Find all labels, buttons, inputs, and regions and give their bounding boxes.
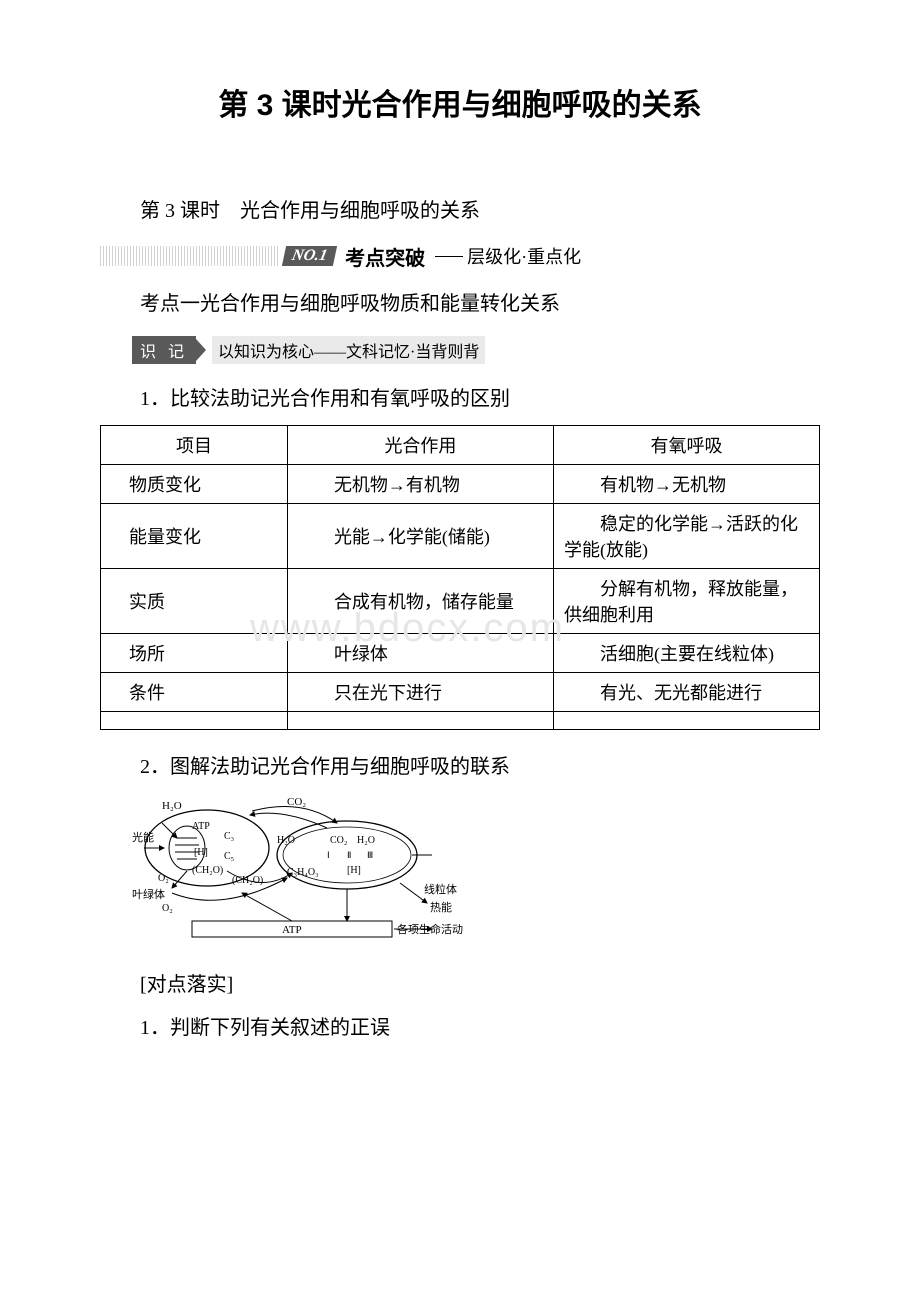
diagram-c5: C₅: [224, 851, 234, 862]
section-heading-1: 考点一光合作用与细胞呼吸物质和能量转化关系: [100, 287, 820, 316]
diagram-light: 光能: [132, 830, 154, 844]
table-row: 能量变化 光能→化学能(储能) 稳定的化学能→活跃的化学能(放能): [101, 504, 820, 569]
table-cell: 合成有机物，储存能量: [287, 569, 553, 634]
banner-tail-label: 层级化·重点化: [467, 243, 581, 269]
table-row: 场所 叶绿体 活细胞(主要在线粒体): [101, 634, 820, 673]
diagram-h: [H]: [194, 847, 208, 858]
diagram-h2: [H]: [347, 865, 361, 876]
diagram-h2o-right: H₂O: [357, 835, 375, 846]
table-cell: 无机物→有机物: [287, 465, 553, 504]
table-cell: 场所: [101, 634, 288, 673]
diagram-ch2o: (CH₂O): [192, 865, 223, 876]
subtitle: 第 3 课时 光合作用与细胞呼吸的关系: [100, 194, 820, 223]
diagram-co2-top: CO₂: [287, 796, 306, 808]
table-header: 项目: [101, 426, 288, 465]
practice-heading: [对点落实]: [100, 968, 820, 997]
diagram-stage1: Ⅰ: [327, 850, 330, 860]
table-cell: 稳定的化学能→活跃的化学能(放能): [553, 504, 819, 569]
table-row: 条件 只在光下进行 有光、无光都能进行: [101, 673, 820, 712]
banner-memorize: 识 记 以知识为核心——文科记忆·当背则背: [132, 336, 820, 364]
table-cell: 条件: [101, 673, 288, 712]
diagram-h2o-top: H₂O: [162, 800, 182, 812]
table-header: 有氧呼吸: [553, 426, 819, 465]
banner-main-label: 考点突破: [345, 242, 425, 271]
table-cell: [287, 712, 553, 730]
memorize-tag: 识 记: [132, 336, 196, 364]
diagram-o2-2: O₂: [162, 903, 173, 914]
table-cell: 光能→化学能(储能): [287, 504, 553, 569]
diagram-stage2: Ⅱ: [347, 850, 351, 860]
table-cell: 有光、无光都能进行: [553, 673, 819, 712]
slash-deco: [196, 339, 206, 361]
table-cell: 物质变化: [101, 465, 288, 504]
table-row: 实质 合成有机物，储存能量 分解有机物，释放能量，供细胞利用: [101, 569, 820, 634]
table-cell: 实质: [101, 569, 288, 634]
point-1: 1．比较法助记光合作用和有氧呼吸的区别: [100, 382, 820, 411]
page-title: 第 3 课时光合作用与细胞呼吸的关系: [100, 80, 820, 124]
diagram-atp: ATP: [192, 821, 210, 832]
diagram-heat: 热能: [430, 900, 452, 914]
table-cell: 分解有机物，释放能量，供细胞利用: [553, 569, 819, 634]
metabolism-diagram: H₂O CO₂ 光能 ATP C₃ [H] C₅ (CH₂O) O₂ 叶绿体 H…: [132, 793, 472, 948]
diagram-activities: 各项生命活动: [397, 922, 463, 936]
table-cell: 有机物→无机物: [553, 465, 819, 504]
diagram-c3h4o3: C₃H₄O₃: [287, 867, 319, 878]
memorize-desc: 以知识为核心——文科记忆·当背则背: [212, 336, 485, 364]
diagram-ch2o-2: (CH₂O): [232, 875, 263, 886]
table-cell: [553, 712, 819, 730]
diagram-atp-box: ATP: [282, 924, 302, 936]
table-row: [101, 712, 820, 730]
diagram-h2o-mid: H₂O: [277, 835, 295, 846]
practice-item-1: 1．判断下列有关叙述的正误: [100, 1011, 820, 1040]
table-cell: 能量变化: [101, 504, 288, 569]
table-cell: 叶绿体: [287, 634, 553, 673]
diagram-o2: O₂: [158, 873, 169, 884]
table-row: 物质变化 无机物→有机物 有机物→无机物: [101, 465, 820, 504]
dash-deco: [435, 256, 463, 257]
table-header: 光合作用: [287, 426, 553, 465]
banner-breakthrough: NO.1 考点突破 层级化·重点化: [100, 243, 820, 269]
diagram-co2-mid: CO₂: [330, 835, 347, 846]
diagram-stage3: Ⅲ: [367, 850, 373, 860]
table-cell: 活细胞(主要在线粒体): [553, 634, 819, 673]
diagram-c3: C₃: [224, 831, 234, 842]
no1-badge: NO.1: [282, 246, 337, 266]
hatch-deco: [100, 246, 280, 266]
table-cell: [101, 712, 288, 730]
point-2: 2．图解法助记光合作用与细胞呼吸的联系: [100, 750, 820, 779]
diagram-mito: 线粒体: [424, 882, 457, 896]
table-cell: 只在光下进行: [287, 673, 553, 712]
diagram-chloroplast: 叶绿体: [132, 887, 165, 901]
table-row: 项目 光合作用 有氧呼吸: [101, 426, 820, 465]
comparison-table: 项目 光合作用 有氧呼吸 物质变化 无机物→有机物 有机物→无机物 能量变化 光…: [100, 425, 820, 730]
